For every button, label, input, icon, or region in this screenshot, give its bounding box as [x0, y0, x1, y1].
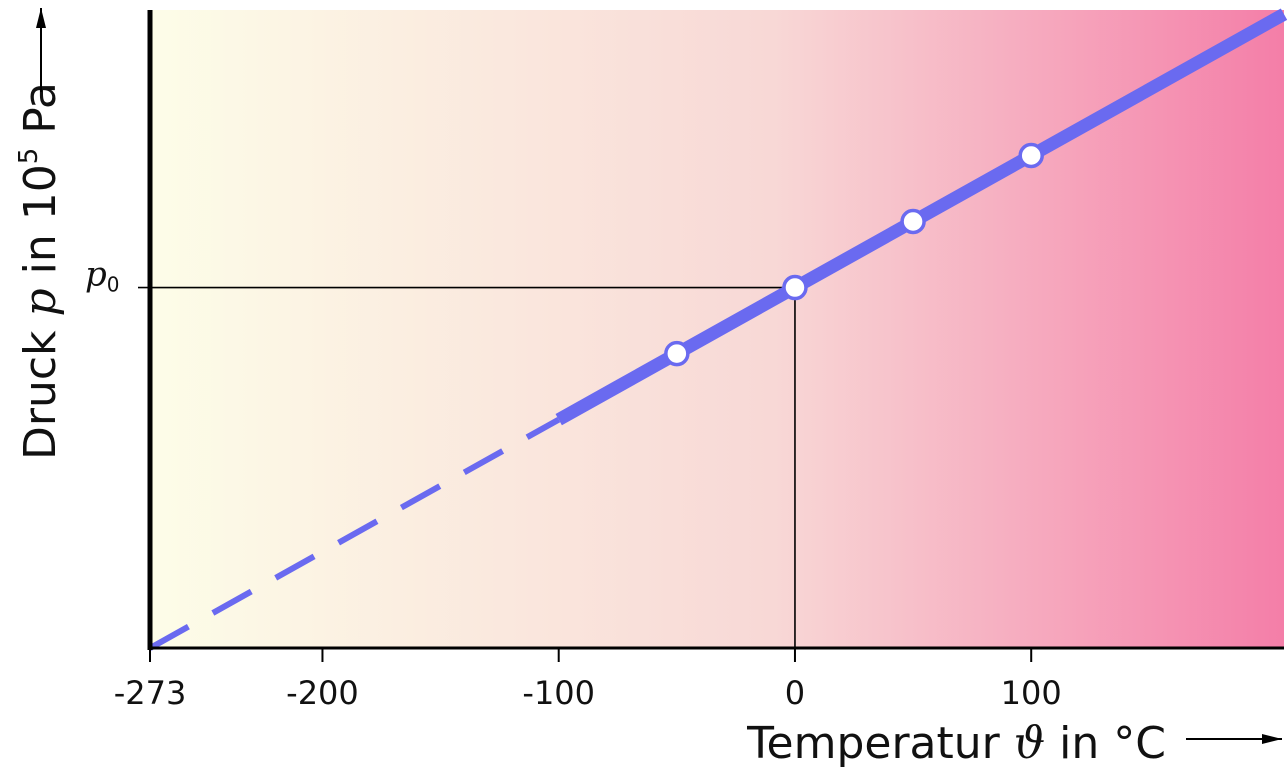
- p0-subscript: 0: [107, 273, 120, 297]
- y-axis-title: Druck p in 105 Pa: [14, 82, 66, 460]
- extrapolated-dashed-line: [148, 416, 561, 651]
- data-point: [664, 340, 690, 367]
- data-point: [1018, 142, 1044, 169]
- x-title-prefix: Temperatur: [746, 718, 1014, 769]
- y-title-middle: in 10: [15, 164, 66, 288]
- x-ticks: -273 -200 -100 0 100: [114, 648, 1062, 712]
- data-points: [664, 142, 1044, 367]
- x-tick-label: -100: [522, 674, 595, 712]
- x-title-symbol: ϑ: [1014, 718, 1045, 769]
- x-tick-label: 0: [785, 674, 805, 712]
- x-tick-label: -200: [286, 674, 359, 712]
- y-title-suffix: Pa: [15, 82, 66, 148]
- p0-label: p0: [85, 255, 120, 297]
- y-title-symbol: p: [15, 288, 66, 316]
- p0-symbol: p: [85, 255, 107, 295]
- axes: [147, 10, 1284, 650]
- data-point: [900, 208, 926, 235]
- y-title-exponent: 5: [14, 148, 44, 165]
- y-title-prefix: Druck: [15, 316, 66, 460]
- x-tick-label: 100: [1001, 674, 1062, 712]
- x-tick-label: -273: [114, 674, 187, 712]
- x-title-suffix: in °C: [1045, 718, 1166, 769]
- data-point: [782, 274, 808, 301]
- x-axis-title: Temperatur ϑ in °C: [746, 718, 1166, 769]
